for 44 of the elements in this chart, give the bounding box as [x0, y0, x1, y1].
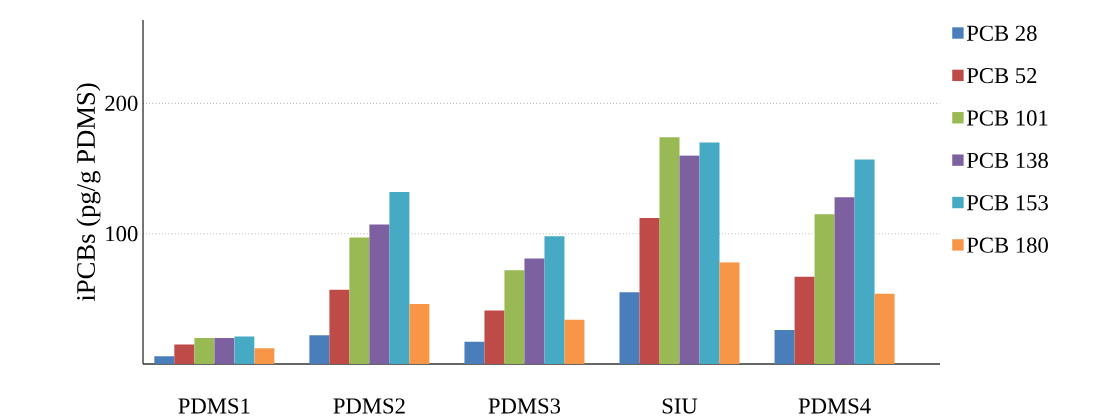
bar — [504, 270, 525, 364]
x-tick-label: PDMS3 — [488, 398, 561, 414]
bar — [464, 341, 485, 364]
bar — [719, 262, 740, 364]
y-axis-title: iPCBs (pg/g PDMS) — [76, 83, 101, 302]
legend-label: PCB 101 — [966, 110, 1048, 126]
bar — [329, 289, 350, 364]
x-tick-label: PDMS4 — [798, 398, 871, 414]
bar — [214, 337, 235, 364]
bar — [369, 224, 390, 364]
legend-label: PCB 28 — [966, 25, 1037, 41]
bar — [874, 293, 895, 364]
bar — [639, 218, 660, 364]
bar — [699, 142, 720, 364]
bar — [409, 304, 430, 364]
bar — [194, 337, 215, 364]
legend-label: PCB 138 — [966, 152, 1048, 169]
x-tick-label: PDMS1 — [178, 398, 250, 414]
bar — [659, 137, 680, 364]
bar — [254, 348, 275, 364]
bar — [814, 214, 835, 364]
bar — [564, 319, 585, 364]
bar — [854, 159, 875, 364]
bar — [794, 276, 815, 364]
bar — [679, 155, 700, 364]
bar — [174, 344, 195, 364]
bar — [309, 335, 330, 364]
bar — [544, 236, 565, 364]
bar — [524, 258, 545, 364]
bar — [484, 310, 505, 364]
legend-label: PCB 52 — [966, 68, 1037, 84]
bar — [389, 191, 410, 364]
y-tick-label: 200 — [105, 95, 138, 112]
y-tick-label: 100 — [106, 226, 138, 242]
bar — [349, 237, 370, 364]
legend-label: PCB 153 — [966, 195, 1048, 211]
bar — [154, 356, 175, 364]
bar — [774, 330, 795, 364]
bar — [619, 292, 640, 364]
x-tick-label: PDMS2 — [333, 398, 405, 414]
bar — [234, 336, 255, 364]
x-tick-label: SIU — [662, 398, 698, 414]
bar — [834, 197, 855, 364]
legend-label: PCB 180 — [966, 237, 1048, 253]
